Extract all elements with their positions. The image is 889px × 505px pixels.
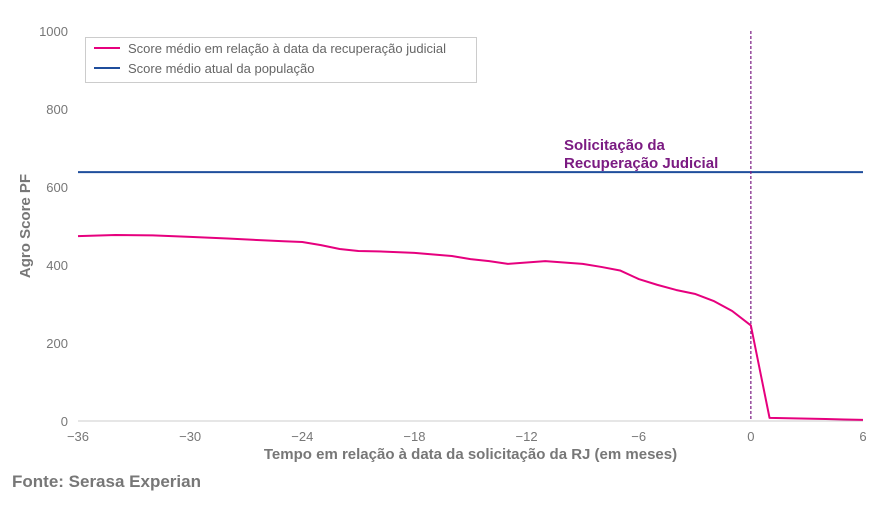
annotation-line: Solicitação da — [564, 137, 665, 154]
x-tick-label: −6 — [631, 429, 646, 444]
annotation-line: Recuperação Judicial — [564, 155, 719, 172]
y-tick-label: 0 — [61, 414, 68, 429]
y-axis-title: Agro Score PF — [17, 174, 34, 278]
x-tick-label: −36 — [67, 429, 89, 444]
legend-swatch — [94, 67, 120, 69]
y-tick-label: 1000 — [39, 24, 68, 39]
y-tick-label: 800 — [46, 102, 68, 117]
x-tick-label: 6 — [859, 429, 866, 444]
legend-label: Score médio atual da população — [128, 60, 315, 76]
rj-annotation: Solicitação da Recuperação Judicial — [564, 137, 718, 173]
y-tick-label: 200 — [46, 336, 68, 351]
y-tick-label: 600 — [46, 180, 68, 195]
source-note: Fonte: Serasa Experian — [12, 472, 201, 491]
legend-swatch — [94, 47, 120, 49]
x-tick-label: −30 — [179, 429, 201, 444]
x-tick-label: −12 — [516, 429, 538, 444]
x-tick-label: −18 — [403, 429, 425, 444]
legend-label: Score médio em relação à data da recuper… — [128, 40, 446, 56]
x-tick-label: −24 — [291, 429, 313, 444]
y-tick-label: 400 — [46, 258, 68, 273]
legend-item-rj-score: Score médio em relação à data da recuper… — [86, 38, 476, 58]
rj-score-line — [77, 233, 864, 421]
legend-item-population-score: Score médio atual da população — [86, 58, 476, 78]
legend: Score médio em relação à data da recuper… — [85, 37, 477, 83]
x-axis-title: Tempo em relação à data da solicitação d… — [264, 446, 677, 463]
x-tick-label: 0 — [747, 429, 754, 444]
